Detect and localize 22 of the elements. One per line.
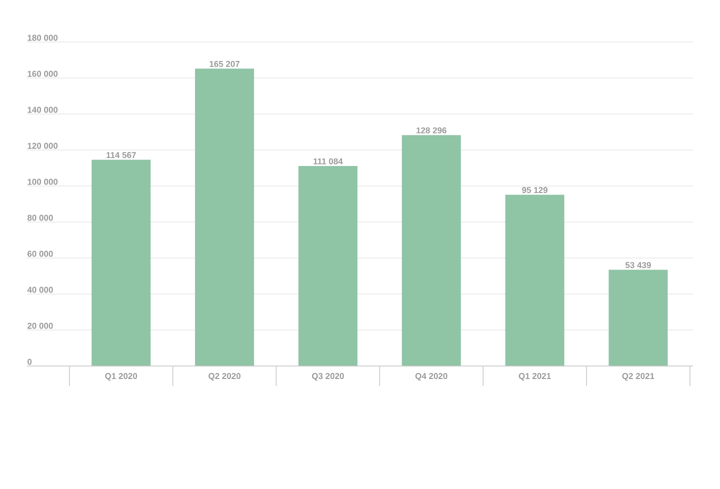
x-tick-label: Q1 2020 — [105, 373, 138, 381]
data-label: 95 129 — [522, 187, 548, 194]
y-tick-label: 180 000 — [28, 34, 58, 41]
y-tick-label: 100 000 — [28, 178, 58, 185]
x-tick-label: Q3 2020 — [312, 373, 344, 381]
y-tick-label: 0 — [28, 358, 32, 365]
x-tick-label: Q1 2021 — [518, 373, 551, 381]
y-tick-label: 20 000 — [27, 322, 53, 329]
data-label: 165 207 — [210, 60, 240, 67]
data-label: 53 439 — [625, 262, 651, 268]
data-label: 114 567 — [106, 152, 136, 158]
data-label: 128 296 — [416, 127, 446, 134]
y-tick-label: 120 000 — [28, 142, 58, 149]
y-tick-label: 60 000 — [28, 250, 53, 257]
y-tick-label: 80 000 — [27, 214, 53, 221]
x-tick-label: Q2 2020 — [208, 373, 240, 381]
y-tick-label: 40 000 — [27, 286, 53, 293]
data-label: 111 084 — [314, 158, 343, 164]
y-tick-label: 140 000 — [28, 106, 58, 113]
x-tick-label: Q4 2020 — [415, 373, 448, 381]
x-tick-label: Q2 2021 — [622, 373, 654, 381]
y-tick-label: 160 000 — [28, 70, 58, 77]
